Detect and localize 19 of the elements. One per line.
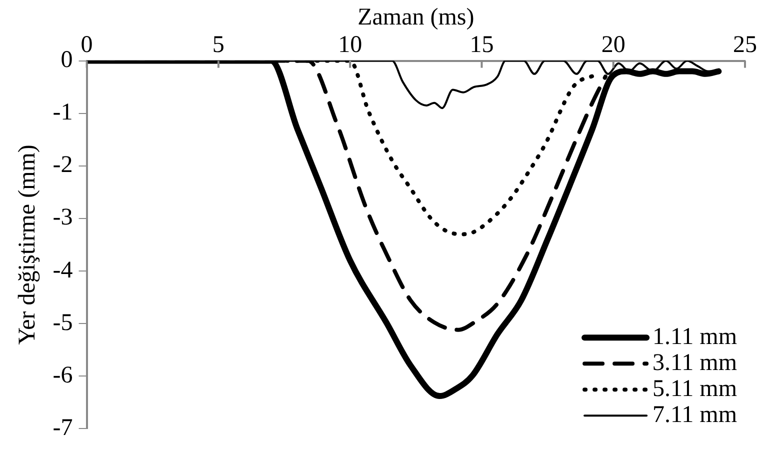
legend-label: 1.11 mm bbox=[652, 324, 738, 350]
x-axis-title: Zaman (ms) bbox=[358, 4, 474, 31]
y-tick-label: -3 bbox=[52, 204, 73, 231]
y-tick-label: -2 bbox=[52, 152, 73, 178]
x-tick-label: 10 bbox=[338, 32, 362, 58]
legend-label: 5.11 mm bbox=[652, 376, 738, 402]
y-tick-label: -4 bbox=[52, 257, 73, 284]
y-tick-label: -1 bbox=[52, 100, 73, 126]
x-tick-label: 5 bbox=[212, 32, 224, 58]
x-tick-label: 0 bbox=[80, 32, 93, 58]
y-tick-label: -7 bbox=[52, 414, 73, 441]
y-tick-label: -6 bbox=[52, 362, 73, 388]
y-tick-label: -5 bbox=[52, 310, 73, 336]
legend-label: 3.11 mm bbox=[652, 350, 738, 376]
legend-label: 7.11 mm bbox=[652, 402, 738, 428]
x-tick-label: 15 bbox=[470, 32, 494, 58]
x-tick-label: 20 bbox=[601, 32, 626, 58]
x-tick-label: 25 bbox=[733, 32, 757, 58]
y-axis-title: Yer değiştirme (mm) bbox=[14, 144, 41, 345]
